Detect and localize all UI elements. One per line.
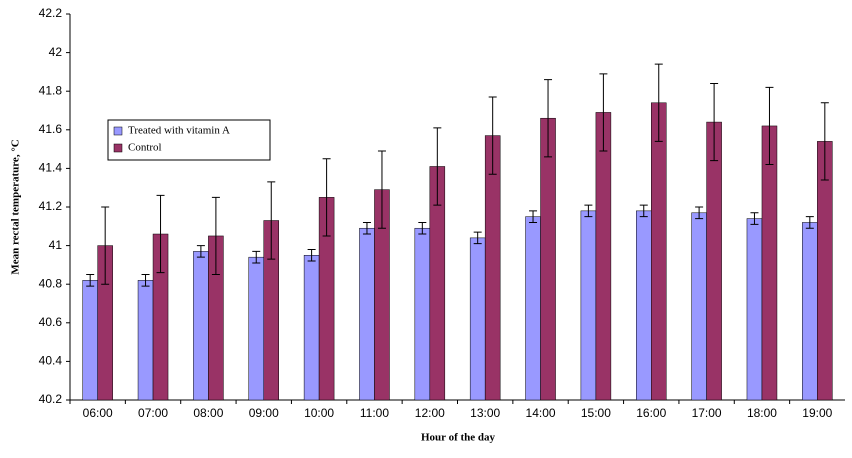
error-bar	[529, 210, 538, 223]
bar	[580, 210, 597, 401]
bar	[595, 112, 612, 401]
error-bar	[599, 73, 608, 152]
y-tick-label: 41.2	[39, 199, 63, 213]
x-tick-label: 08:00	[193, 406, 223, 420]
legend-swatch	[113, 143, 123, 153]
x-tick-label: 09:00	[249, 406, 279, 420]
error-bar	[196, 245, 205, 258]
y-tick-label: 41	[49, 238, 63, 252]
x-tick-label: 13:00	[470, 406, 500, 420]
error-bar	[267, 181, 276, 260]
error-bar	[544, 79, 553, 158]
error-bar	[156, 194, 165, 274]
bar	[746, 218, 763, 401]
y-tick-label: 40.4	[39, 354, 63, 368]
y-tick-label: 41.4	[39, 161, 63, 175]
legend-swatch	[113, 126, 123, 136]
bar	[137, 280, 154, 401]
error-bar	[141, 274, 150, 287]
error-bar	[639, 204, 648, 218]
y-tick-label: 40.6	[39, 315, 63, 329]
error-bar	[86, 274, 95, 287]
error-bar	[695, 206, 704, 220]
bar	[248, 256, 264, 401]
bar	[303, 255, 320, 401]
x-tick-label: 15:00	[581, 406, 611, 420]
error-bar	[211, 196, 220, 276]
x-tick-label: 19:00	[802, 406, 832, 420]
y-tick-label: 40.8	[39, 276, 63, 290]
legend-box	[107, 119, 271, 161]
error-bar	[362, 221, 371, 235]
y-tick-label: 41.8	[39, 83, 63, 97]
x-tick-label: 06:00	[83, 406, 113, 420]
bar	[525, 216, 541, 401]
legend-label: Control	[128, 142, 162, 154]
y-tick-label: 42	[49, 45, 63, 59]
bar	[193, 251, 209, 401]
bar	[484, 135, 501, 401]
x-tick-label: 16:00	[636, 406, 666, 420]
bar	[414, 227, 431, 401]
error-bar	[488, 96, 497, 175]
error-bar	[418, 221, 427, 235]
y-axis-title: Mean rectal temperature, °C	[10, 139, 22, 274]
error-bar	[765, 86, 774, 166]
error-bar	[307, 248, 316, 262]
x-axis-title: Hour of the day	[421, 432, 496, 444]
x-tick-label: 18:00	[747, 406, 777, 420]
bar	[540, 117, 556, 401]
y-tick-label: 42.2	[39, 6, 63, 20]
error-bar	[433, 127, 442, 206]
error-bar	[820, 102, 829, 181]
bar	[651, 102, 667, 401]
error-bar	[584, 204, 593, 218]
error-bar	[101, 206, 110, 285]
bar	[469, 237, 486, 401]
error-bar	[473, 231, 482, 245]
error-bar	[322, 158, 331, 237]
bar	[82, 280, 98, 401]
x-tick-label: 10:00	[304, 406, 334, 420]
x-tick-label: 14:00	[526, 406, 556, 420]
error-bar	[654, 63, 663, 142]
legend-label: Treated with vitamin A	[128, 125, 230, 137]
y-tick-label: 41.6	[39, 122, 63, 136]
bar	[359, 227, 375, 401]
bar	[802, 222, 818, 401]
bar	[636, 210, 652, 401]
y-tick-label: 40.2	[39, 392, 63, 406]
error-bar	[377, 150, 386, 229]
error-bar	[710, 82, 719, 162]
bar	[691, 212, 707, 401]
error-bar	[750, 212, 759, 225]
error-bar	[252, 250, 261, 264]
x-tick-label: 12:00	[415, 406, 445, 420]
bar	[761, 125, 778, 401]
error-bar	[805, 216, 814, 229]
x-tick-label: 07:00	[138, 406, 168, 420]
bar	[706, 121, 722, 401]
x-tick-label: 11:00	[360, 406, 389, 420]
x-tick-label: 17:00	[692, 406, 722, 420]
